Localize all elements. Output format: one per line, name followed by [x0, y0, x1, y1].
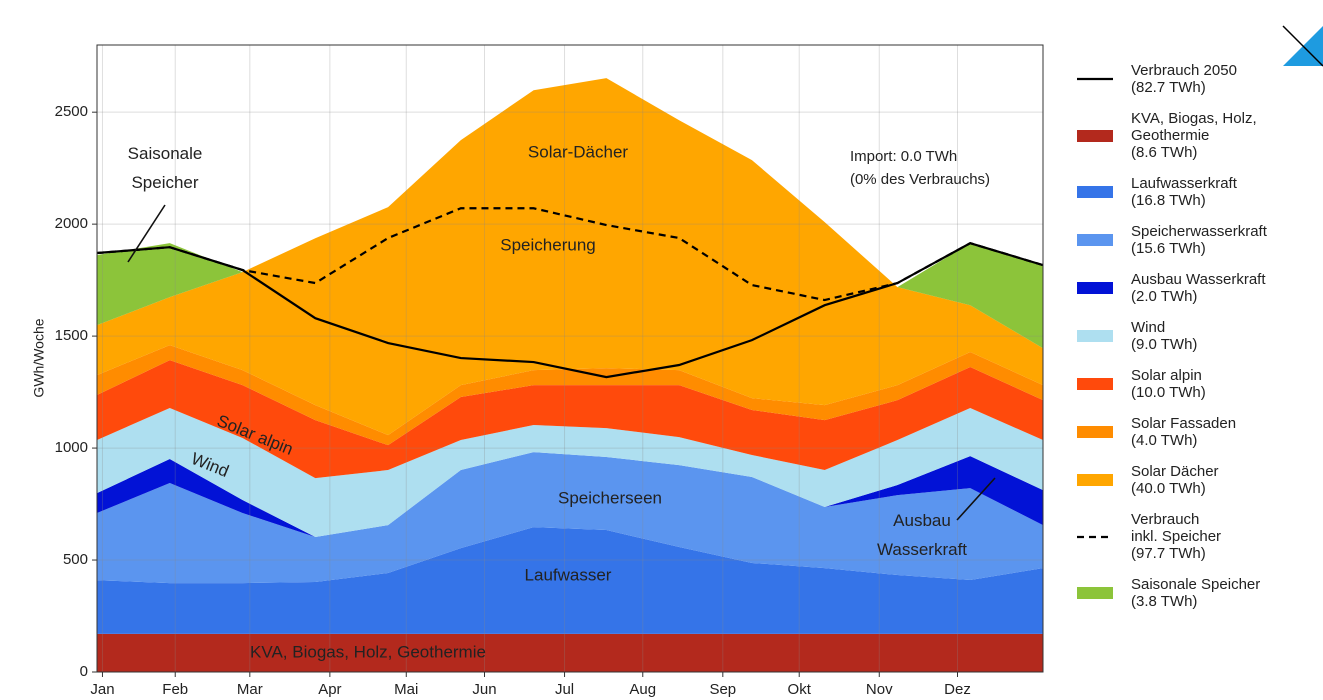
legend-label: Laufwasserkraft (16.8 TWh)	[1131, 175, 1237, 209]
legend-label: KVA, Biogas, Holz, Geothermie (8.6 TWh)	[1131, 110, 1257, 161]
line	[96, 207, 1044, 302]
annotation: Import: 0.0 TWh (0% des Verbrauchs)	[849, 148, 991, 188]
legend-label: Verbrauch 2050 (82.7 TWh)	[1131, 62, 1237, 96]
area	[97, 452, 1043, 584]
legend-swatch	[1077, 587, 1113, 599]
x-tick-label: Mai	[394, 681, 418, 698]
legend-rect	[1077, 129, 1113, 142]
legend-entry: Solar alpin (10.0 TWh)	[1075, 367, 1323, 401]
annotation: Speicherung	[500, 235, 596, 255]
area	[97, 78, 1043, 436]
x-tick-label: Sep	[709, 681, 736, 698]
y-tick-label: 1500	[55, 327, 88, 344]
legend-entry: Wind (9.0 TWh)	[1075, 319, 1323, 353]
legend-rect	[1077, 282, 1113, 294]
legend-entry: Laufwasserkraft (16.8 TWh)	[1075, 175, 1323, 209]
y-tick-label: 1000	[55, 439, 88, 456]
legend-entry: Speicherwasserkraft (15.6 TWh)	[1075, 223, 1323, 257]
legend-label: Wind (9.0 TWh)	[1131, 319, 1198, 353]
x-tick-label: Mar	[237, 681, 263, 698]
legend-label: Solar Dächer (40.0 TWh)	[1131, 463, 1219, 497]
legend-swatch	[1077, 234, 1113, 246]
legend-entry: Verbrauch inkl. Speicher (97.7 TWh)	[1075, 511, 1323, 562]
y-tick-label: 0	[80, 663, 88, 680]
x-tick-label: Jun	[472, 681, 496, 698]
legend-swatch	[1077, 129, 1113, 142]
legend-label: Saisonale Speicher (3.8 TWh)	[1131, 576, 1261, 610]
legend-swatch	[1077, 186, 1113, 198]
plot-border	[96, 44, 1044, 673]
legend-rect	[1077, 587, 1113, 599]
legend-rect	[1077, 234, 1113, 246]
x-tick-label: Jul	[555, 681, 574, 698]
y-tick-label: 2500	[55, 103, 88, 120]
area	[97, 633, 1043, 672]
x-tick-label: Aug	[629, 681, 656, 698]
legend-label: Verbrauch inkl. Speicher (97.7 TWh)	[1131, 511, 1222, 562]
legend-label: Solar alpin (10.0 TWh)	[1131, 367, 1206, 401]
legend-swatch	[1077, 330, 1113, 342]
legend-rect	[1077, 330, 1113, 342]
legend-label: Ausbau Wasserkraft (2.0 TWh)	[1131, 271, 1266, 305]
legend-rect	[1077, 378, 1113, 390]
legend-swatch	[1077, 77, 1113, 81]
y-axis-label: GWh/Woche	[31, 318, 47, 397]
area	[97, 360, 1043, 479]
legend-rect	[1077, 474, 1113, 486]
logo	[1282, 25, 1323, 67]
legend-swatch	[1077, 535, 1113, 538]
x-tick-label: Apr	[318, 681, 341, 698]
x-tick-label: Nov	[866, 681, 893, 698]
legend-entry: Ausbau Wasserkraft (2.0 TWh)	[1075, 271, 1323, 305]
x-tick-label: Okt	[788, 681, 812, 698]
legend-label: Speicherwasserkraft (15.6 TWh)	[1131, 223, 1267, 257]
annotation: Ausbau Wasserkraft	[876, 511, 968, 559]
areas	[97, 78, 1043, 672]
x-tick-label: Dez	[944, 681, 971, 698]
legend-label: Solar Fassaden (4.0 TWh)	[1131, 415, 1237, 449]
annotation: Saisonale Speicher	[127, 144, 203, 192]
x-tick-label: Jan	[90, 681, 114, 698]
legend-swatch	[1077, 378, 1113, 390]
annotation: KVA, Biogas, Holz, Geothermie	[250, 642, 486, 662]
annotation: Speicherseen	[558, 488, 662, 508]
annotation: Laufwasser	[524, 565, 612, 585]
annotation: Solar-Dächer	[527, 142, 629, 162]
legend-swatch	[1077, 474, 1113, 486]
legend-entry: Solar Fassaden (4.0 TWh)	[1075, 415, 1323, 449]
y-tick-label: 2000	[55, 215, 88, 232]
legend-entry: Solar Dächer (40.0 TWh)	[1075, 463, 1323, 497]
area	[97, 407, 1043, 537]
legend-rect	[1077, 186, 1113, 198]
legend: Verbrauch 2050 (82.7 TWh) KVA, Biogas, Ho…	[1075, 62, 1323, 610]
legend-entry: Verbrauch 2050 (82.7 TWh)	[1075, 62, 1323, 96]
y-tick-label: 500	[63, 551, 88, 568]
lines	[96, 207, 1044, 379]
legend-entry: Saisonale Speicher (3.8 TWh)	[1075, 576, 1323, 610]
legend-entry: KVA, Biogas, Holz, Geothermie (8.6 TWh)	[1075, 110, 1323, 161]
area	[97, 345, 1043, 446]
legend-swatch	[1077, 282, 1113, 294]
annotation-pointer	[956, 477, 996, 521]
x-tick-label: Feb	[162, 681, 188, 698]
area	[97, 527, 1043, 634]
annotation-pointer	[127, 204, 166, 263]
legend-rect	[1077, 426, 1113, 438]
legend-swatch	[1077, 426, 1113, 438]
